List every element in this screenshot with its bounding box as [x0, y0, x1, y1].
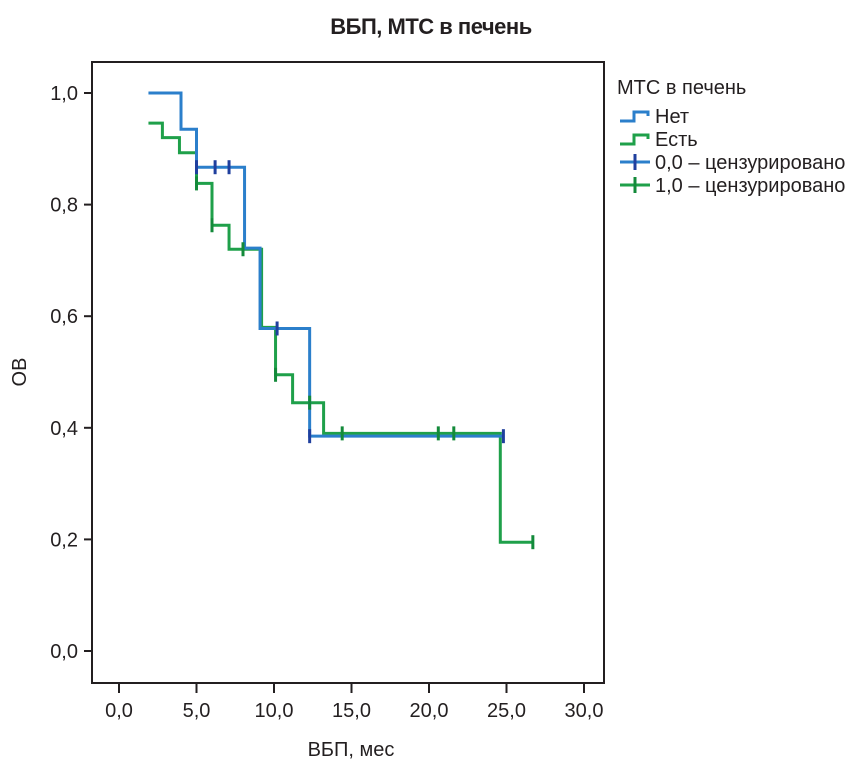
chart-title: ВБП, МТС в печень — [330, 14, 532, 39]
x-axis: 0,0 5,0 10,0 15,0 20,0 25,0 30,0 — [105, 683, 603, 722]
x-tick-label: 5,0 — [183, 700, 211, 722]
x-tick-label: 15,0 — [332, 700, 371, 722]
x-tick-label: 10,0 — [255, 700, 294, 722]
legend-step-icon — [620, 110, 650, 123]
x-axis-title: ВБП, мес — [308, 739, 395, 761]
y-tick-label: 0,4 — [50, 418, 78, 440]
km-curve-net — [148, 91, 504, 438]
legend-label: 0,0 – цензурировано — [655, 152, 845, 174]
x-tick-label: 20,0 — [410, 700, 449, 722]
legend-label: 1,0 – цензурировано — [655, 175, 845, 197]
y-axis: 0,0 0,2 0,4 0,6 0,8 1,0 — [50, 83, 92, 663]
x-tick-label: 25,0 — [487, 700, 526, 722]
survival-curves — [148, 91, 533, 544]
censor-marks — [195, 160, 535, 550]
legend-label: Есть — [655, 129, 698, 151]
y-axis-title: ОВ — [9, 358, 31, 387]
legend-step-icon — [620, 133, 650, 146]
legend-label: Нет — [655, 106, 689, 128]
x-tick-label: 30,0 — [565, 700, 604, 722]
y-tick-label: 0,6 — [50, 306, 78, 328]
y-tick-label: 0,0 — [50, 641, 78, 663]
x-tick-label: 0,0 — [105, 700, 133, 722]
y-tick-label: 0,2 — [50, 529, 78, 551]
plot-frame — [91, 61, 605, 684]
legend-title: МТС в печень — [617, 77, 746, 99]
y-tick-label: 0,8 — [50, 195, 78, 217]
y-tick-label: 1,0 — [50, 83, 78, 105]
km-curve-est — [148, 121, 533, 544]
